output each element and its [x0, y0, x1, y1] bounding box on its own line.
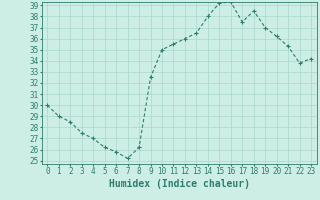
X-axis label: Humidex (Indice chaleur): Humidex (Indice chaleur)	[109, 179, 250, 189]
